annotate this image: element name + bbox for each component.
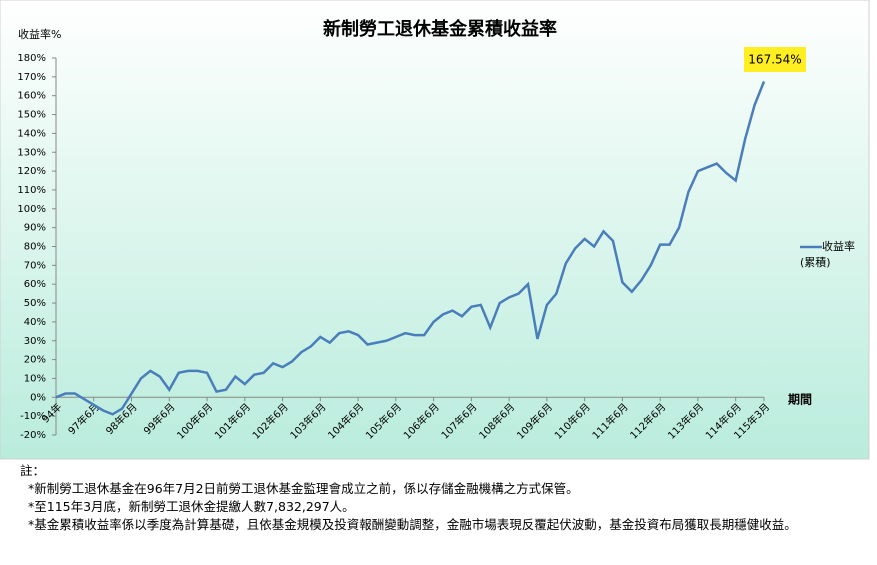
x-axis-label: 期間 <box>788 392 812 407</box>
y-tick-label: 0% <box>30 392 46 403</box>
y-tick-label: 30% <box>24 336 46 347</box>
y-tick-label: 40% <box>24 317 46 328</box>
legend: 收益率(累積) <box>800 238 860 270</box>
y-tick-label: 70% <box>24 260 46 271</box>
y-tick-label: -20% <box>20 430 46 441</box>
y-tick-label: 50% <box>24 298 46 309</box>
legend-label: 收益率(累積) <box>800 240 855 269</box>
y-tick-label: 180% <box>17 53 46 64</box>
annotation: 167.54% <box>748 53 801 67</box>
y-tick-label: 120% <box>17 166 46 177</box>
legend-swatch <box>800 245 822 249</box>
y-tick-label: 100% <box>17 204 46 215</box>
y-tick-label: 90% <box>24 223 46 234</box>
notes: 註： *新制勞工退休基金在96年7月2日前勞工退休基金監理會成立之前，係以存儲金… <box>20 462 870 534</box>
y-tick-label: 130% <box>17 147 46 158</box>
chart-background <box>0 0 870 460</box>
note: *新制勞工退休基金在96年7月2日前勞工退休基金監理會成立之前，係以存儲金融機構… <box>28 481 579 496</box>
y-tick-label: -10% <box>20 411 46 422</box>
annotation-box <box>744 47 806 72</box>
y-axis-label: 收益率% <box>18 27 61 41</box>
y-tick-label: 110% <box>17 185 46 196</box>
y-tick-label: 170% <box>17 72 46 83</box>
note: *基金累積收益率係以季度為計算基礎，且依基金規模及投資報酬變動調整，金融市場表現… <box>28 517 797 532</box>
chart-title: 新制勞工退休基金累積收益率 <box>323 18 557 40</box>
y-tick-label: 160% <box>17 91 46 102</box>
note: *至115年3月底，新制勞工退休金提繳人數7,832,297人。 <box>28 499 355 514</box>
y-tick-label: 140% <box>17 128 46 139</box>
notes-heading: 註： <box>20 463 46 478</box>
y-tick-label: 60% <box>24 279 46 290</box>
chart: 新制勞工退休基金累積收益率 收益率% 期間 167.54% -20% -10% 0%… <box>0 0 870 460</box>
y-tick-label: 20% <box>24 355 46 366</box>
y-tick-label: 10% <box>24 373 46 384</box>
line-series <box>55 81 766 416</box>
y-tick-label: 80% <box>24 242 46 253</box>
y-tick-label: 150% <box>17 110 46 121</box>
